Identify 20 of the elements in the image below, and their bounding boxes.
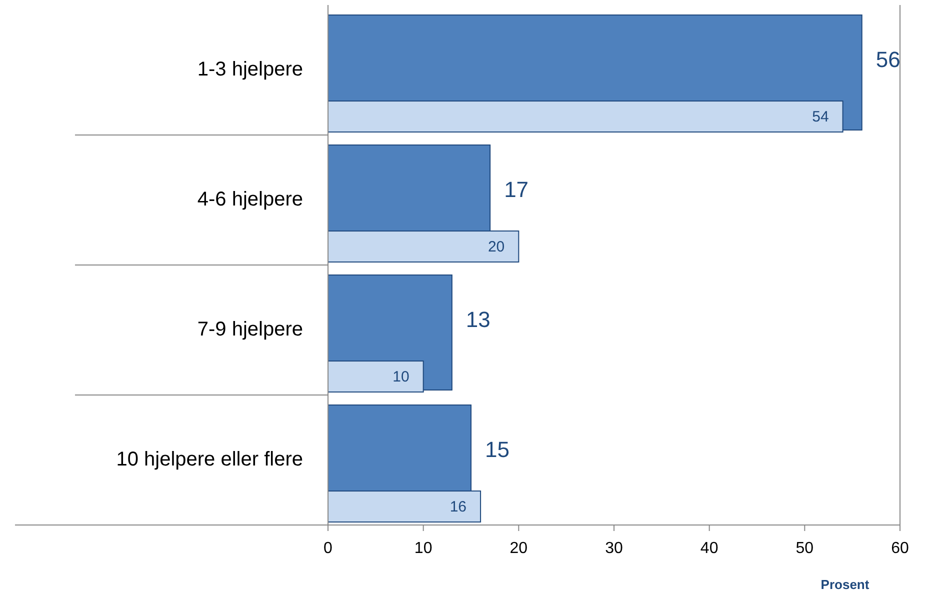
x-tick-label: 10 xyxy=(414,540,432,557)
y-tick-label: 7-9 hjelpere xyxy=(197,318,303,340)
y-tick-label: 4-6 hjelpere xyxy=(197,188,303,210)
data-label: 16 xyxy=(450,498,467,516)
x-tick-label: 40 xyxy=(700,540,718,557)
x-tick-label: 30 xyxy=(605,540,623,557)
x-tick-label: 0 xyxy=(324,540,333,557)
data-label: 17 xyxy=(504,176,529,202)
data-label: 10 xyxy=(392,368,410,386)
x-axis-title: Prosent xyxy=(820,577,870,592)
data-label: 20 xyxy=(488,238,505,256)
data-label: 56 xyxy=(876,46,900,72)
x-tick-label: 20 xyxy=(510,540,528,557)
x-tick-label: 50 xyxy=(796,540,814,557)
x-tick-label: 60 xyxy=(891,540,909,557)
y-tick-label: 1-3 hjelpere xyxy=(197,58,303,80)
data-label: 54 xyxy=(812,108,829,126)
data-label: 15 xyxy=(485,436,510,462)
data-label: 13 xyxy=(466,306,490,332)
y-tick-label: 10 hjelpere eller flere xyxy=(116,448,303,470)
